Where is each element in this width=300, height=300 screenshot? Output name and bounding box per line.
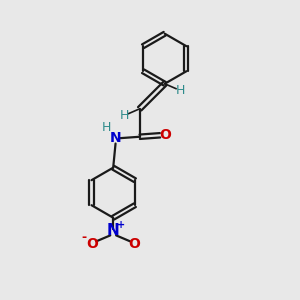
Text: H: H <box>120 109 129 122</box>
Text: O: O <box>159 128 171 142</box>
Text: -: - <box>81 231 86 244</box>
Text: N: N <box>107 224 120 238</box>
Text: H: H <box>101 122 111 134</box>
Text: H: H <box>175 84 185 97</box>
Text: +: + <box>117 220 125 230</box>
Text: O: O <box>128 237 140 251</box>
Text: O: O <box>86 237 98 251</box>
Text: N: N <box>110 131 122 145</box>
